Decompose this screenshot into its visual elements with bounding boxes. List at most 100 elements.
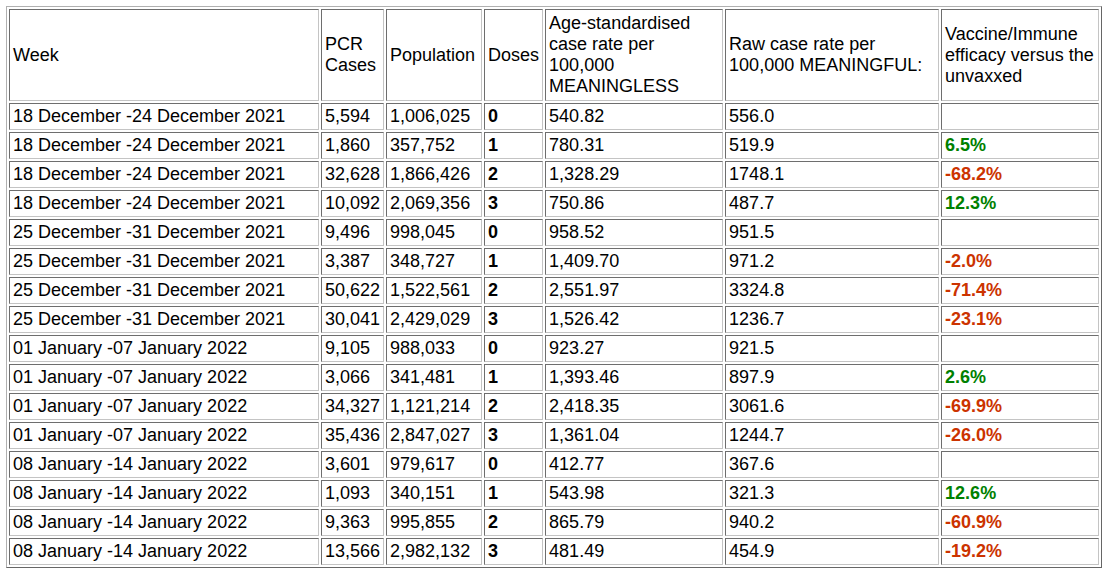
cell-raw_rate: 1236.7: [725, 306, 939, 333]
cell-raw_rate: 3061.6: [725, 393, 939, 420]
col-header-raw_rate: Raw case rate per 100,000 MEANINGFUL:: [725, 9, 939, 101]
cell-efficacy: -69.9%: [941, 393, 1099, 420]
cell-population: 1,522,561: [386, 277, 482, 304]
header-row: WeekPCR CasesPopulationDosesAge-standard…: [9, 9, 1099, 101]
cell-efficacy: [941, 451, 1099, 478]
cell-efficacy: -19.2%: [941, 538, 1099, 565]
cell-raw_rate: 971.2: [725, 248, 939, 275]
cell-population: 1,866,426: [386, 161, 482, 188]
cell-population: 1,121,214: [386, 393, 482, 420]
cell-doses: 0: [484, 103, 543, 130]
cell-population: 988,033: [386, 335, 482, 362]
cell-pcr_cases: 9,496: [321, 219, 384, 246]
col-header-population: Population: [386, 9, 482, 101]
table-row: 01 January -07 January 20223,066341,481 1…: [9, 364, 1099, 391]
cell-week: 08 January -14 January 2022: [9, 451, 319, 478]
cell-age_std_rate: 750.86: [545, 190, 723, 217]
table-row: 01 January -07 January 202235,4362,847,0…: [9, 422, 1099, 449]
cell-doses: 3: [484, 190, 543, 217]
cell-doses: 1: [484, 248, 543, 275]
cell-doses: 3: [484, 422, 543, 449]
col-header-efficacy: Vaccine/Immune efficacy versus the unvax…: [941, 9, 1099, 101]
cell-pcr_cases: 30,041: [321, 306, 384, 333]
cell-population: 2,982,132: [386, 538, 482, 565]
cell-raw_rate: 921.5: [725, 335, 939, 362]
cell-age_std_rate: 865.79: [545, 509, 723, 536]
table-row: 08 January -14 January 20221,093340,1511…: [9, 480, 1099, 507]
cell-pcr_cases: 34,327: [321, 393, 384, 420]
cell-efficacy: 12.6%: [941, 480, 1099, 507]
cell-doses: 0: [484, 335, 543, 362]
cell-efficacy: 12.3%: [941, 190, 1099, 217]
cell-week: 25 December -31 December 2021: [9, 248, 319, 275]
cell-efficacy: [941, 335, 1099, 362]
cell-week: 08 January -14 January 2022: [9, 538, 319, 565]
table-body: 18 December -24 December 20215,5941,006,…: [9, 103, 1099, 565]
cell-efficacy: 2.6%: [941, 364, 1099, 391]
cell-raw_rate: 1748.1: [725, 161, 939, 188]
cell-age_std_rate: 1,393.46: [545, 364, 723, 391]
cell-pcr_cases: 50,622: [321, 277, 384, 304]
table-row: 18 December -24 December 20215,5941,006,…: [9, 103, 1099, 130]
cell-population: 348,727: [386, 248, 482, 275]
cell-pcr_cases: 10,092: [321, 190, 384, 217]
cell-doses: 2: [484, 161, 543, 188]
cell-age_std_rate: 481.49: [545, 538, 723, 565]
cell-raw_rate: 940.2: [725, 509, 939, 536]
cell-pcr_cases: 32,628: [321, 161, 384, 188]
cell-raw_rate: 367.6: [725, 451, 939, 478]
cell-doses: 0: [484, 219, 543, 246]
table-row: 18 December -24 December 202132,6281,866…: [9, 161, 1099, 188]
cell-efficacy: [941, 103, 1099, 130]
table-row: 18 December -24 December 202110,0922,069…: [9, 190, 1099, 217]
table-row: 25 December -31 December 20219,496998,04…: [9, 219, 1099, 246]
cell-doses: 1: [484, 132, 543, 159]
cell-pcr_cases: 1,093: [321, 480, 384, 507]
cell-efficacy: -71.4%: [941, 277, 1099, 304]
cell-doses: 3: [484, 538, 543, 565]
cell-doses: 2: [484, 509, 543, 536]
cell-age_std_rate: 540.82: [545, 103, 723, 130]
cell-efficacy: [941, 219, 1099, 246]
cell-population: 341,481: [386, 364, 482, 391]
cell-raw_rate: 951.5: [725, 219, 939, 246]
cell-efficacy: -60.9%: [941, 509, 1099, 536]
cell-population: 998,045: [386, 219, 482, 246]
cell-efficacy: -2.0%: [941, 248, 1099, 275]
cell-age_std_rate: 1,361.04: [545, 422, 723, 449]
cell-pcr_cases: 3,387: [321, 248, 384, 275]
table-row: 25 December -31 December 20213,387348,72…: [9, 248, 1099, 275]
cell-population: 2,069,356: [386, 190, 482, 217]
cell-population: 2,847,027: [386, 422, 482, 449]
cell-week: 25 December -31 December 2021: [9, 306, 319, 333]
cell-week: 18 December -24 December 2021: [9, 161, 319, 188]
cell-week: 25 December -31 December 2021: [9, 277, 319, 304]
cell-doses: 3: [484, 306, 543, 333]
cell-week: 01 January -07 January 2022: [9, 364, 319, 391]
table-row: 08 January -14 January 20229,363995,8552…: [9, 509, 1099, 536]
cell-pcr_cases: 35,436: [321, 422, 384, 449]
cell-population: 995,855: [386, 509, 482, 536]
cell-age_std_rate: 1,409.70: [545, 248, 723, 275]
cell-raw_rate: 897.9: [725, 364, 939, 391]
cell-population: 1,006,025: [386, 103, 482, 130]
cell-pcr_cases: 13,566: [321, 538, 384, 565]
cell-population: 979,617: [386, 451, 482, 478]
cell-pcr_cases: 3,066: [321, 364, 384, 391]
table-row: 18 December -24 December 20211,860357,75…: [9, 132, 1099, 159]
case-rate-table: WeekPCR CasesPopulationDosesAge-standard…: [6, 6, 1102, 568]
cell-raw_rate: 556.0: [725, 103, 939, 130]
cell-pcr_cases: 1,860: [321, 132, 384, 159]
page: WeekPCR CasesPopulationDosesAge-standard…: [0, 0, 1110, 570]
cell-week: 18 December -24 December 2021: [9, 190, 319, 217]
cell-efficacy: -68.2%: [941, 161, 1099, 188]
cell-age_std_rate: 923.27: [545, 335, 723, 362]
col-header-age_std_rate: Age-standardised case rate per 100,000 M…: [545, 9, 723, 101]
cell-doses: 1: [484, 480, 543, 507]
cell-efficacy: -23.1%: [941, 306, 1099, 333]
cell-age_std_rate: 543.98: [545, 480, 723, 507]
cell-doses: 2: [484, 393, 543, 420]
cell-week: 01 January -07 January 2022: [9, 393, 319, 420]
col-header-doses: Doses: [484, 9, 543, 101]
cell-population: 340,151: [386, 480, 482, 507]
